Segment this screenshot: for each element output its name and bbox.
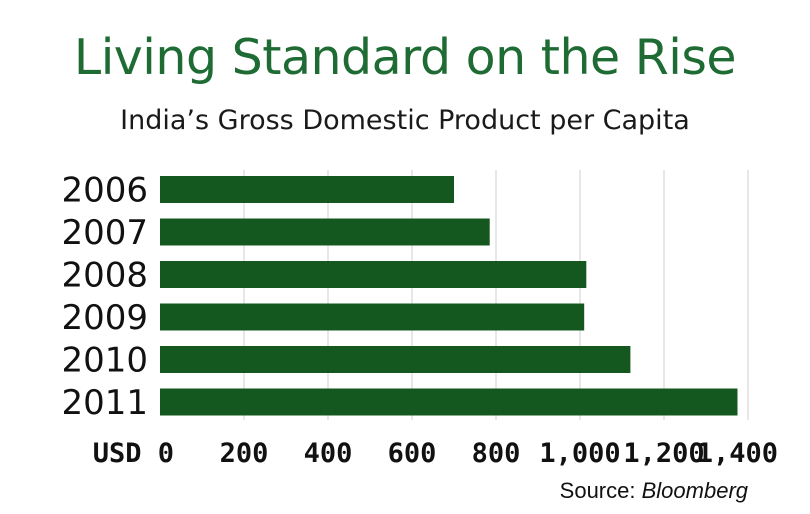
category-label: 2011 [61,383,148,423]
x-tick-label: 1,200 [623,438,704,469]
bar-2011 [160,388,738,416]
x-tick-label: USD 0 [93,438,174,469]
bar-2006 [160,176,454,203]
x-tick-label: 1,400 [697,438,778,469]
bar-2010 [160,346,631,373]
category-label: 2008 [61,256,148,296]
source-label: Source: [559,478,636,503]
source-note: Source: Bloomberg [560,478,748,504]
bars [160,176,738,416]
x-tick-label: 400 [304,438,353,469]
bar-2008 [160,261,587,288]
chart-subtitle: India’s Gross Domestic Product per Capit… [120,105,690,136]
x-tick-label: 800 [472,438,521,469]
x-tick-label: 1,000 [539,438,620,469]
x-tick-label: 600 [388,438,437,469]
category-label: 2006 [61,171,148,211]
bar-2007 [160,218,490,246]
chart-title: Living Standard on the Rise [73,29,737,86]
x-tick-label: 200 [220,438,269,469]
category-label: 2007 [61,213,148,253]
bar-2009 [160,303,585,331]
category-label: 2010 [61,341,148,381]
gridlines [243,170,749,420]
source-name: Bloomberg [641,478,748,503]
category-label: 2009 [61,298,148,338]
